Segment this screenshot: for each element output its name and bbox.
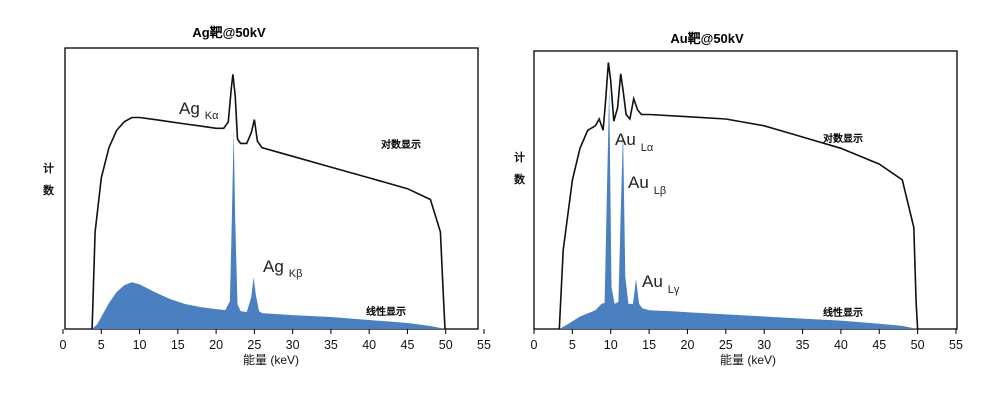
peak-label-au-lg: Au Lγ [642,272,680,296]
x-tick-label: 0 [60,338,67,352]
peak-label-line: Lβ [654,185,666,197]
chart-left: Ag靶@50kV 计 数 对数显示 线性显示 Ag Kα Ag Kβ 0 5 10 15 2… [43,25,491,367]
peak-label-element: Ag [263,257,284,276]
peak-label-line: Lγ [668,284,680,296]
x-tick-label: 45 [401,338,415,352]
series-label-log: 对数显示 [381,138,421,151]
series-label-linear: 线性显示 [366,305,406,318]
x-tick-label: 40 [362,338,376,352]
peak-label-element: Au [615,130,636,149]
x-tick-label: 45 [872,338,886,352]
chart-title: Ag靶@50kV [192,25,266,40]
log-spectrum-line [91,74,446,330]
linear-spectrum-area [92,129,446,329]
x-tick-label: 5 [569,338,576,352]
peak-label-element: Au [628,173,649,192]
x-tick-label: 20 [209,338,223,352]
y-axis-label-char-2: 数 [43,183,55,197]
plot-frame [533,50,958,330]
x-tick-label: 50 [911,338,925,352]
x-tick-label: 55 [477,338,491,352]
series-label-log: 对数显示 [823,132,863,145]
peak-label-line: Lα [641,142,654,154]
peak-label-line: Kα [205,110,219,122]
x-axis: 0 5 10 15 20 25 30 35 40 45 50 55 [531,329,963,352]
x-tick-label: 10 [133,338,147,352]
x-tick-label: 10 [604,338,618,352]
x-tick-label: 15 [642,338,656,352]
x-tick-label: 40 [834,338,848,352]
peak-label-element: Ag [179,99,200,118]
x-axis-label: 能量 (keV) [720,353,776,367]
x-axis-label: 能量 (keV) [243,353,299,367]
peak-label-au-la: Au Lα [615,130,654,154]
x-tick-label: 55 [949,338,963,352]
x-tick-label: 20 [681,338,695,352]
x-tick-label: 5 [98,338,105,352]
linear-spectrum-area [559,86,918,329]
series-label-linear: 线性显示 [823,306,863,319]
y-axis-label-char-1: 计 [43,161,54,175]
chart-right: Au靶@50kV 计 数 对数显示 线性显示 Au Lα Au Lβ Au Lγ 0 5… [514,31,963,367]
x-tick-label: 50 [439,338,453,352]
peak-label-ag-ka: Ag Kα [179,99,219,122]
x-tick-label: 35 [324,338,338,352]
x-tick-label: 0 [531,338,538,352]
log-spectrum-line [558,62,919,330]
peak-label-element: Au [642,272,663,291]
x-tick-label: 30 [286,338,300,352]
peak-label-ag-kb: Ag Kβ [263,257,302,280]
y-axis-label-char-1: 计 [514,150,525,164]
x-tick-label: 25 [247,338,261,352]
peak-label-line: Kβ [289,268,303,280]
x-tick-label: 15 [171,338,185,352]
x-tick-label: 35 [796,338,810,352]
peak-label-au-lb: Au Lβ [628,173,666,197]
y-axis-label-char-2: 数 [514,172,526,186]
x-tick-label: 30 [757,338,771,352]
x-tick-label: 25 [719,338,733,352]
x-axis: 0 5 10 15 20 25 30 35 40 45 50 55 [60,329,491,352]
chart-title: Au靶@50kV [670,31,744,46]
